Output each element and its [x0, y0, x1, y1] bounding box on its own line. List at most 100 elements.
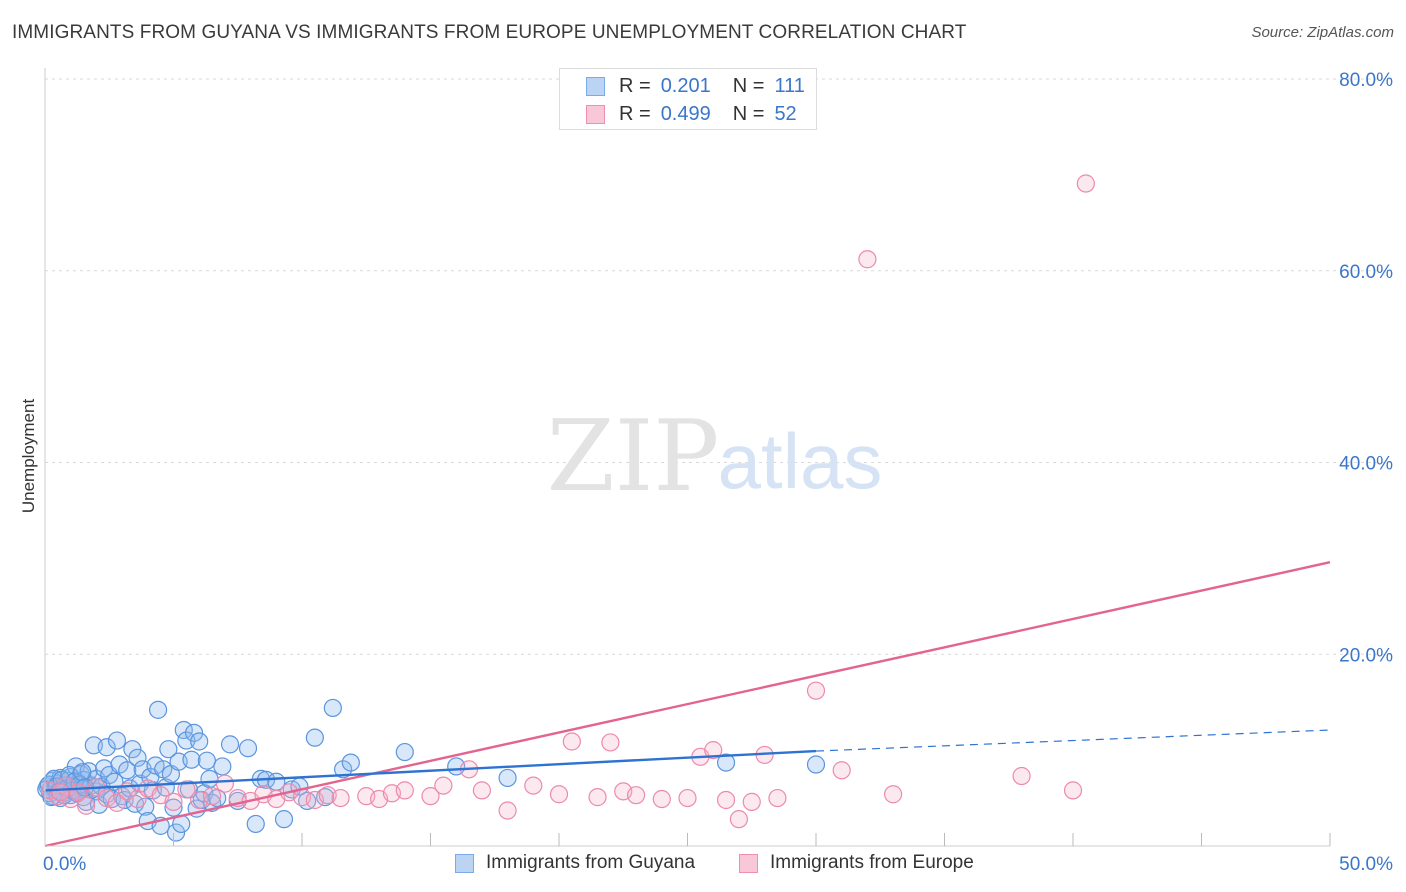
- trend-lines: [44, 561, 1331, 848]
- series-europe-points: [41, 174, 1095, 829]
- data-point-europe: [331, 788, 350, 808]
- x-tick-label: 50.0%: [1339, 854, 1393, 875]
- data-point-europe: [601, 733, 620, 752]
- watermark-zip: ZIP: [547, 400, 720, 514]
- legend-item-guyana[interactable]: Immigrants from Guyana: [455, 852, 695, 874]
- data-point-guyana: [166, 823, 186, 842]
- y-tick-label: 60.0%: [1339, 262, 1393, 283]
- trend-line-guyana-extension: [815, 729, 1331, 752]
- data-point-europe: [716, 790, 736, 810]
- stats-row-europe: R = 0.499 N = 52: [586, 103, 797, 126]
- data-point-europe: [51, 783, 70, 802]
- data-point-europe: [832, 761, 851, 780]
- stats-row-guyana: R = 0.201 N = 111: [586, 75, 805, 98]
- grid-layer: [45, 78, 1393, 655]
- stats-r-label: R =: [619, 75, 651, 97]
- trend-line-europe: [44, 561, 1331, 848]
- data-point-europe: [704, 741, 723, 760]
- data-point-europe: [1012, 766, 1031, 786]
- chart-title: IMMIGRANTS FROM GUYANA VS IMMIGRANTS FRO…: [12, 22, 967, 43]
- data-point-europe: [806, 681, 826, 700]
- watermark: ZIP atlas: [547, 400, 883, 514]
- data-point-europe: [678, 788, 697, 808]
- y-tick-label: 20.0%: [1339, 645, 1393, 666]
- data-point-europe: [77, 796, 96, 815]
- data-point-europe: [61, 789, 80, 809]
- data-point-guyana: [246, 814, 265, 834]
- data-point-europe: [562, 732, 581, 751]
- data-point-europe: [524, 776, 543, 795]
- data-point-europe: [395, 781, 414, 800]
- data-point-guyana: [159, 740, 178, 759]
- data-point-guyana: [323, 698, 342, 718]
- data-point-europe: [107, 793, 127, 812]
- data-point-europe: [652, 789, 671, 809]
- data-point-europe: [177, 780, 196, 799]
- stats-n-value-guyana: 111: [774, 75, 805, 97]
- data-point-europe: [1063, 781, 1083, 800]
- data-point-europe: [742, 792, 761, 811]
- data-point-guyana: [498, 768, 517, 788]
- data-point-guyana: [190, 732, 209, 751]
- data-point-europe: [626, 786, 646, 805]
- x-tick-label: 0.0%: [43, 854, 86, 875]
- data-point-europe: [729, 810, 749, 829]
- legend-swatch-guyana: [455, 853, 474, 873]
- data-point-guyana: [395, 742, 414, 762]
- legend-label-guyana: Immigrants from Guyana: [486, 852, 696, 873]
- stats-r-value-guyana: 0.201: [660, 75, 711, 97]
- data-point-guyana: [174, 720, 193, 740]
- data-point-guyana: [97, 738, 116, 757]
- data-point-europe: [588, 788, 607, 807]
- legend-item-europe[interactable]: Immigrants from Europe: [739, 852, 974, 874]
- axes: 20.0% 40.0% 60.0% 80.0% 0.0% 50.0%: [43, 68, 1393, 875]
- data-point-europe: [97, 788, 116, 808]
- data-point-guyana: [128, 748, 147, 767]
- data-point-guyana: [65, 772, 84, 791]
- data-point-guyana: [220, 735, 240, 754]
- data-point-europe: [434, 776, 453, 795]
- data-point-europe: [768, 788, 787, 808]
- data-point-europe: [1076, 174, 1095, 193]
- stats-n-value-europe: 52: [774, 103, 797, 125]
- legend-swatch-europe: [739, 853, 758, 873]
- data-point-guyana: [164, 798, 183, 817]
- bottom-legend: Immigrants from Guyana Immigrants from E…: [0, 852, 1406, 878]
- data-point-europe: [202, 787, 222, 806]
- stats-swatch-guyana: [586, 77, 605, 96]
- data-point-guyana: [316, 788, 335, 807]
- data-point-europe: [421, 787, 440, 806]
- data-point-guyana: [184, 723, 204, 742]
- data-point-guyana: [148, 700, 168, 719]
- data-point-guyana: [136, 797, 155, 816]
- trend-line-guyana: [44, 749, 817, 792]
- watermark-atlas: atlas: [718, 417, 883, 505]
- data-point-europe: [883, 785, 903, 804]
- data-point-guyana: [274, 810, 294, 829]
- data-point-guyana: [341, 753, 360, 772]
- stats-r-label: R =: [619, 103, 651, 125]
- data-point-guyana: [238, 739, 258, 758]
- y-tick-label: 80.0%: [1339, 70, 1393, 91]
- stats-swatch-europe: [586, 105, 605, 124]
- data-point-guyana: [213, 757, 232, 776]
- data-point-europe: [472, 781, 491, 800]
- data-point-guyana: [118, 761, 137, 780]
- data-point-europe: [215, 774, 234, 793]
- stats-n-label: N =: [732, 75, 765, 97]
- data-point-europe: [164, 792, 183, 811]
- stats-legend: R = 0.201 N = 111 R = 0.499 N = 52: [559, 68, 817, 130]
- source-label: Source: ZipAtlas.com: [1251, 24, 1394, 41]
- data-point-guyana: [177, 731, 196, 750]
- data-point-guyana: [73, 763, 92, 782]
- data-point-guyana: [305, 728, 324, 747]
- data-point-guyana: [806, 755, 826, 774]
- data-point-europe: [858, 250, 877, 269]
- stats-n-label: N =: [732, 103, 765, 125]
- stats-r-value-europe: 0.499: [660, 103, 711, 125]
- data-point-guyana: [182, 750, 201, 769]
- legend-label-europe: Immigrants from Europe: [770, 852, 974, 873]
- y-axis-label: Unemployment: [19, 399, 38, 514]
- data-point-guyana: [200, 769, 219, 788]
